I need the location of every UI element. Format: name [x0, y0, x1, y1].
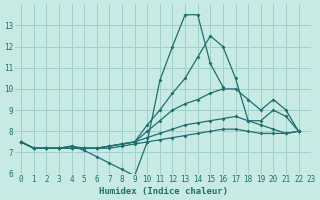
- X-axis label: Humidex (Indice chaleur): Humidex (Indice chaleur): [99, 187, 228, 196]
